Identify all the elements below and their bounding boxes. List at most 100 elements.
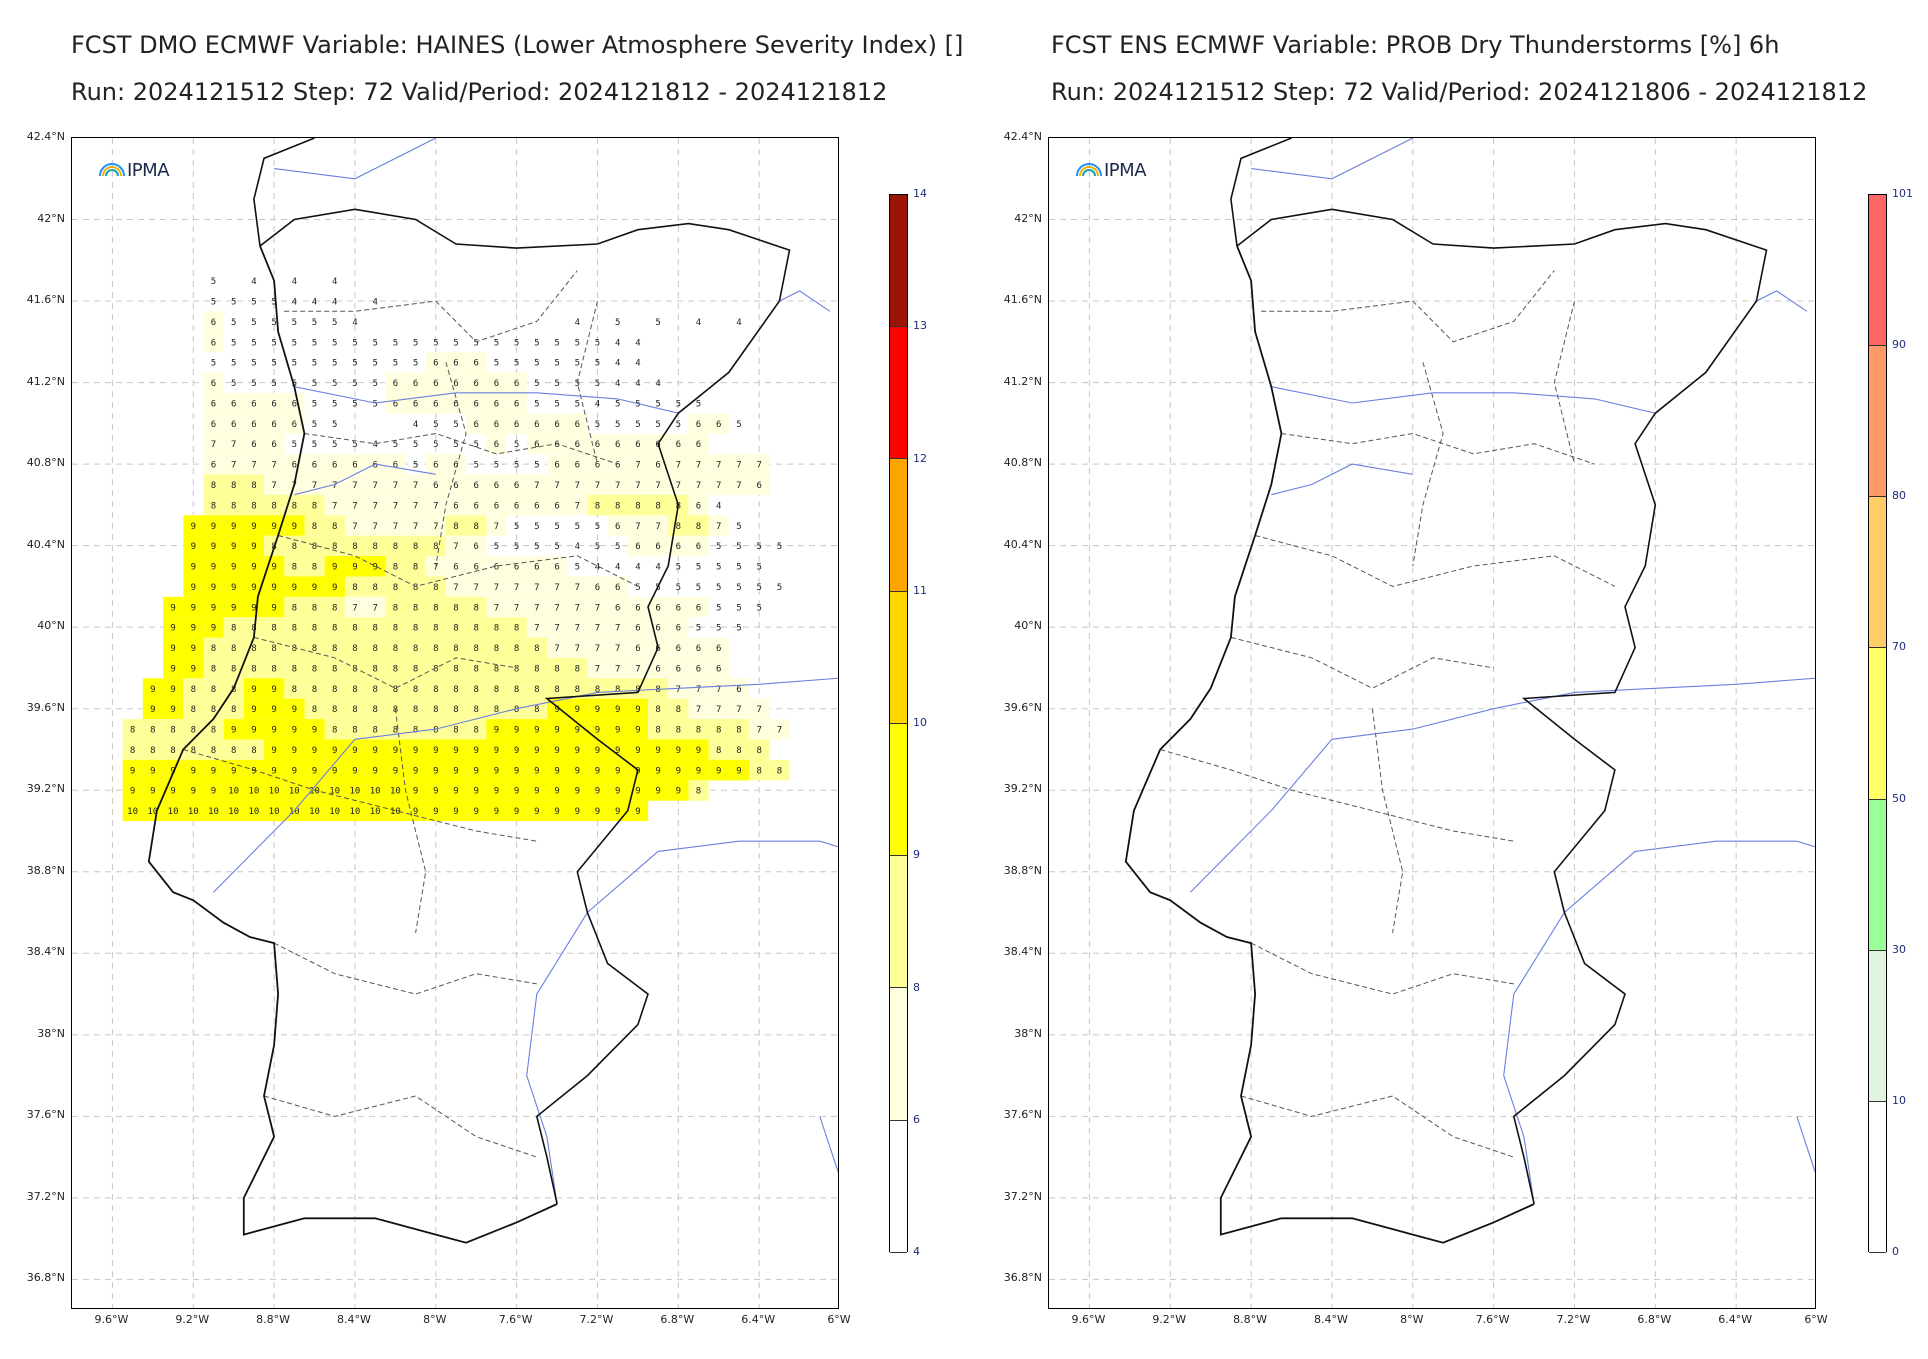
haines-cell bbox=[607, 780, 628, 801]
haines-value: 6 bbox=[453, 359, 458, 369]
haines-cell bbox=[183, 678, 204, 699]
haines-value: 8 bbox=[332, 542, 337, 552]
haines-value: 9 bbox=[231, 563, 236, 573]
haines-cell bbox=[567, 413, 588, 434]
haines-value: 8 bbox=[372, 583, 377, 593]
colorbar-tick-label: 30 bbox=[1892, 942, 1906, 956]
haines-cell bbox=[365, 474, 386, 495]
haines-value: 5 bbox=[554, 338, 559, 348]
haines-value: 9 bbox=[251, 726, 256, 736]
haines-value: 8 bbox=[453, 664, 458, 674]
haines-cell bbox=[425, 759, 447, 781]
haines-value: 6 bbox=[494, 420, 499, 430]
haines-cell bbox=[567, 698, 588, 720]
haines-value: 10 bbox=[289, 807, 300, 817]
haines-cell bbox=[466, 474, 487, 495]
haines-value: 6 bbox=[635, 440, 640, 450]
haines-cell bbox=[183, 657, 204, 679]
haines-value: 6 bbox=[393, 461, 398, 471]
haines-cell bbox=[385, 657, 406, 679]
haines-value: 8 bbox=[514, 685, 519, 695]
lat-tick-label: 36.8°N bbox=[26, 1271, 65, 1285]
haines-value: 5 bbox=[575, 379, 580, 389]
haines-value: 6 bbox=[514, 379, 519, 389]
haines-cell bbox=[284, 759, 305, 781]
haines-cell bbox=[122, 759, 143, 781]
haines-cell bbox=[506, 556, 527, 577]
haines-value: 5 bbox=[352, 440, 357, 450]
haines-value: 6 bbox=[494, 481, 499, 491]
haines-value: 9 bbox=[251, 705, 256, 715]
haines-cell bbox=[183, 515, 204, 536]
haines-value: 9 bbox=[332, 766, 337, 776]
haines-value: 5 bbox=[494, 359, 499, 369]
haines-value: 9 bbox=[635, 726, 640, 736]
haines-value: 7 bbox=[575, 603, 580, 613]
haines-cell bbox=[284, 576, 305, 597]
lon-tick-label: 9.6°W bbox=[94, 1313, 129, 1326]
haines-cell bbox=[243, 454, 265, 475]
haines-value: 6 bbox=[251, 420, 256, 430]
lat-tick-label: 41.6°N bbox=[26, 293, 65, 307]
haines-value: 10 bbox=[168, 807, 179, 817]
haines-value: 9 bbox=[211, 542, 216, 552]
haines-value: 9 bbox=[514, 746, 519, 756]
haines-value: 7 bbox=[534, 583, 539, 593]
haines-value: 8 bbox=[130, 726, 135, 736]
haines-value: 5 bbox=[595, 420, 600, 430]
haines-cell bbox=[587, 494, 608, 516]
haines-value: 9 bbox=[271, 746, 276, 756]
haines-cell bbox=[385, 678, 406, 699]
haines-value: 9 bbox=[332, 583, 337, 593]
haines-value: 5 bbox=[251, 318, 256, 328]
haines-value: 9 bbox=[251, 542, 256, 552]
haines-cell bbox=[425, 576, 447, 597]
haines-cell bbox=[223, 780, 244, 801]
haines-cell bbox=[264, 800, 285, 822]
haines-cell bbox=[627, 433, 649, 455]
haines-value: 8 bbox=[655, 501, 660, 511]
haines-cell bbox=[466, 759, 487, 781]
haines-value: 6 bbox=[696, 440, 701, 450]
colorbar-tick-label: 50 bbox=[1892, 791, 1906, 805]
haines-cell bbox=[526, 780, 548, 801]
haines-cell bbox=[446, 474, 467, 495]
haines-value: 9 bbox=[231, 603, 236, 613]
haines-value: 9 bbox=[372, 563, 377, 573]
haines-value: 6 bbox=[473, 400, 478, 410]
haines-cell bbox=[466, 800, 487, 822]
haines-cell bbox=[688, 739, 709, 760]
haines-cell bbox=[668, 535, 689, 557]
haines-cell bbox=[405, 494, 426, 516]
haines-cell bbox=[385, 535, 406, 557]
haines-value: 9 bbox=[514, 787, 519, 797]
haines-cell bbox=[203, 413, 224, 434]
haines-cell bbox=[183, 596, 204, 618]
haines-value: 5 bbox=[514, 338, 519, 348]
haines-cell bbox=[567, 780, 588, 801]
haines-cell bbox=[385, 372, 406, 394]
haines-cell bbox=[264, 657, 285, 679]
haines-cell bbox=[284, 678, 305, 699]
haines-value: 7 bbox=[635, 461, 640, 471]
haines-value: 7 bbox=[676, 685, 681, 695]
haines-cell bbox=[466, 556, 487, 577]
haines-value: 8 bbox=[352, 624, 357, 634]
haines-value: 8 bbox=[413, 644, 418, 654]
colorbar-segment bbox=[890, 856, 907, 989]
haines-cell bbox=[365, 759, 386, 781]
haines-value: 5 bbox=[534, 338, 539, 348]
haines-value: 6 bbox=[676, 664, 681, 674]
haines-value: 6 bbox=[696, 420, 701, 430]
haines-value: 8 bbox=[393, 603, 398, 613]
haines-value: 8 bbox=[716, 726, 721, 736]
haines-cell bbox=[183, 576, 204, 597]
haines-cell bbox=[365, 535, 386, 557]
haines-value: 9 bbox=[292, 766, 297, 776]
haines-value: 9 bbox=[292, 705, 297, 715]
haines-cell bbox=[547, 596, 568, 618]
haines-value: 5 bbox=[736, 583, 741, 593]
haines-cell bbox=[284, 515, 305, 536]
haines-value: 7 bbox=[413, 522, 418, 532]
haines-cell bbox=[405, 535, 426, 557]
